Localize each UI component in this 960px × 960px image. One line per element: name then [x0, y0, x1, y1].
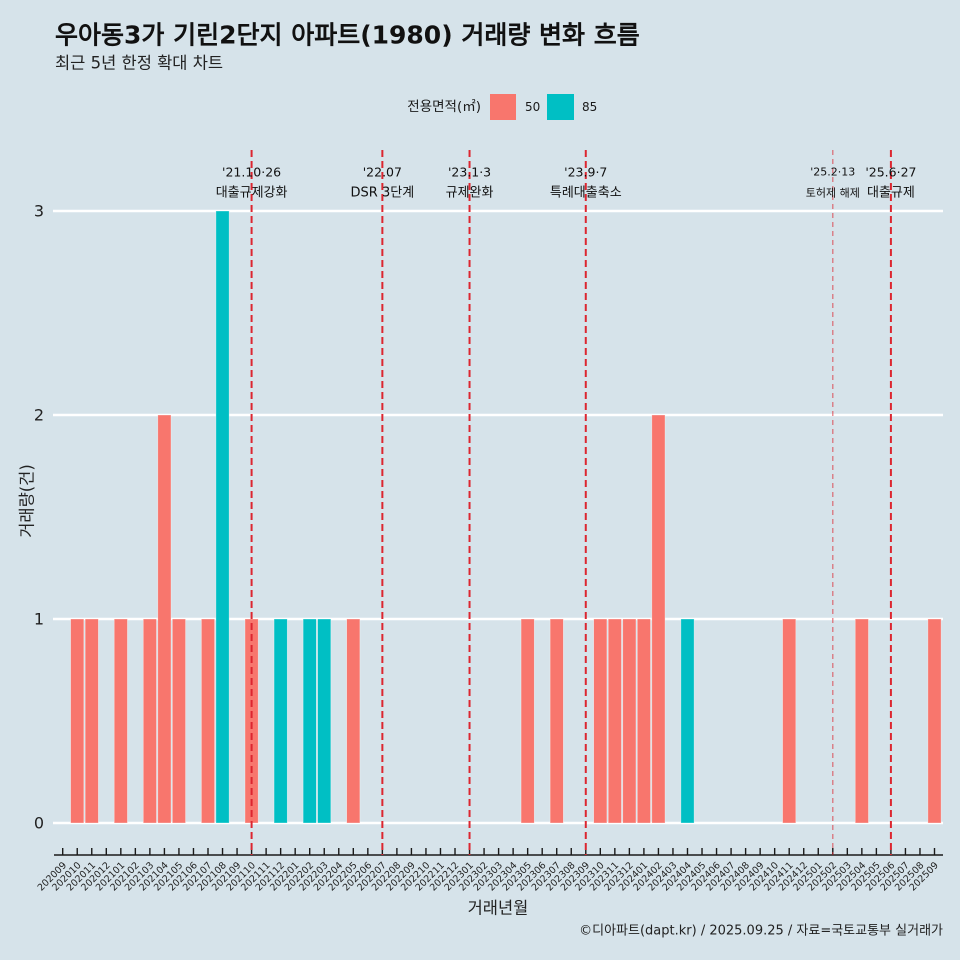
x-axis-title: 거래년월: [468, 899, 529, 918]
bar-50-202103: [142, 618, 157, 824]
bar-50-202509: [927, 618, 942, 824]
event-label: 대출규제강화: [216, 186, 288, 201]
bar-85-202112: [273, 618, 288, 824]
bar-50-202101: [113, 618, 128, 824]
bar-50-202311: [607, 618, 622, 824]
bar-50-202105: [172, 618, 186, 824]
y-tick-label: 1: [34, 610, 44, 629]
legend-label-50: 50: [525, 100, 540, 114]
y-tick-label: 3: [34, 202, 44, 221]
y-axis: 0 1 2 3: [34, 202, 44, 833]
event-date: '22.07: [363, 165, 402, 180]
event-label: 대출규제: [867, 186, 915, 201]
chart-subtitle: 최근 5년 한정 확대 차트: [55, 54, 223, 73]
bar-85-202202: [302, 618, 317, 824]
event-date: '25.2·13: [810, 166, 855, 179]
bar-50-202310: [593, 618, 608, 824]
legend-key-50: [490, 94, 516, 120]
event-date: '23.1·3: [448, 165, 491, 180]
chart-title: 우아동3가 기린2단지 아파트(1980) 거래량 변화 흐름: [55, 21, 640, 50]
caption: ©디아파트(dapt.kr) / 2025.09.25 / 자료=국토교통부 실…: [579, 924, 943, 939]
event-label: 특례대출축소: [550, 186, 622, 201]
y-axis-title: 거래량(건): [18, 464, 37, 538]
bar-85-202203: [317, 618, 332, 824]
legend-title: 전용면적(㎡): [407, 99, 481, 115]
bar-50-202205: [346, 618, 361, 824]
bar-85-202404: [680, 618, 695, 824]
y-tick-label: 2: [34, 406, 44, 425]
bar-50-202011: [84, 618, 99, 824]
bar-85-202108: [215, 210, 230, 824]
event-label: DSR 3단계: [351, 186, 415, 201]
legend-label-85: 85: [582, 100, 597, 114]
x-axis: 2020092020102020112020122021012021022021…: [36, 848, 943, 894]
event-label: 토허제 해제: [806, 186, 860, 200]
bar-50-202305: [520, 618, 535, 824]
bar-50-202402: [651, 414, 666, 824]
legend-key-85: [547, 94, 574, 120]
event-date: '25.6·27: [865, 165, 916, 180]
bar-50-202307: [549, 618, 564, 824]
event-annotations: '21.10·26 대출규제강화 '22.07 DSR 3단계 '23.1·3 규제완화 '…: [216, 150, 916, 855]
bar-50-202104: [157, 414, 172, 824]
bar-50-202312: [622, 618, 637, 824]
bar-50-202411: [782, 618, 797, 824]
bar-50-202107: [201, 618, 215, 824]
bars: [70, 210, 942, 824]
legend: 전용면적(㎡) 50 85: [407, 94, 597, 120]
event-label: 규제완화: [446, 186, 494, 201]
event-date: '23.9·7: [564, 165, 607, 180]
bar-50-202401: [636, 618, 651, 824]
event-date: '21.10·26: [222, 165, 281, 180]
y-tick-label: 0: [34, 814, 44, 833]
bar-50-202504: [854, 618, 869, 824]
bar-50-202010: [70, 618, 85, 824]
